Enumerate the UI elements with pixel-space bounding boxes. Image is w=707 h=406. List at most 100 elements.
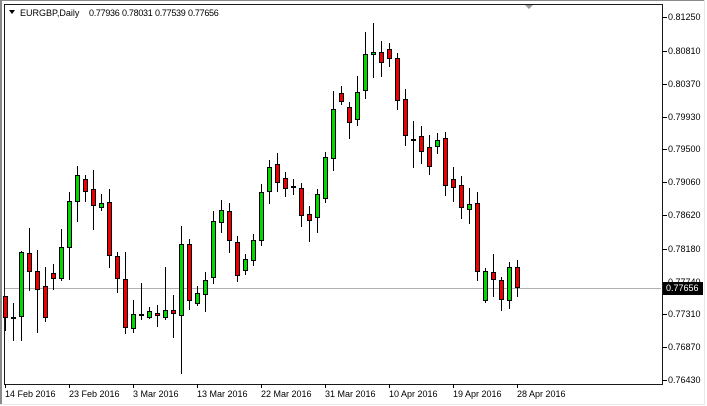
price-tick bbox=[662, 314, 667, 315]
ohlc-low-value: 0.77539 bbox=[155, 8, 186, 18]
window-frame-top bbox=[0, 0, 704, 1]
time-tick bbox=[389, 384, 390, 388]
candle-body-bull bbox=[99, 203, 104, 208]
price-tick-label: 0.76870 bbox=[668, 342, 701, 352]
symbol-dropdown-icon[interactable] bbox=[9, 10, 15, 14]
candle-body-bear bbox=[91, 189, 96, 206]
candle-body-bear bbox=[459, 185, 464, 208]
candle-wick bbox=[173, 295, 174, 338]
window-frame-right bbox=[704, 0, 705, 405]
candle-wick bbox=[373, 23, 374, 78]
time-tick bbox=[325, 384, 326, 388]
candle-body-bear bbox=[419, 136, 424, 152]
time-tick bbox=[197, 384, 198, 388]
candle-body-bull bbox=[355, 92, 360, 120]
price-tick bbox=[662, 17, 667, 18]
time-tick bbox=[453, 384, 454, 388]
candle-body-bear bbox=[411, 139, 416, 141]
candle-body-bear bbox=[283, 178, 288, 189]
current-price-line bbox=[5, 288, 661, 289]
candle-body-bear bbox=[235, 242, 240, 276]
candle-body-bull bbox=[195, 293, 200, 304]
price-tick-label: 0.80370 bbox=[668, 79, 701, 89]
candle-body-bear bbox=[11, 317, 16, 319]
candle-body-bull bbox=[331, 109, 336, 159]
candle-body-bear bbox=[43, 286, 48, 318]
candle-body-bear bbox=[107, 202, 112, 256]
candle-body-bull bbox=[75, 175, 80, 202]
candle-body-bear bbox=[139, 314, 144, 316]
candle-body-bull bbox=[59, 247, 64, 279]
chart-plot-area[interactable] bbox=[4, 4, 663, 385]
price-tick-label: 0.81250 bbox=[668, 12, 701, 22]
candle-wick bbox=[37, 250, 38, 333]
price-tick bbox=[662, 84, 667, 85]
chart-shift-marker-icon[interactable] bbox=[525, 5, 533, 9]
time-tick-label: 3 Mar 2016 bbox=[133, 389, 179, 399]
candle-body-bull bbox=[483, 271, 488, 301]
time-tick bbox=[517, 384, 518, 388]
ohlc-close-value: 0.77656 bbox=[188, 8, 219, 18]
candle-body-bull bbox=[435, 140, 440, 147]
candle-body-bull bbox=[219, 210, 224, 223]
candle-body-bear bbox=[27, 253, 32, 272]
price-tick-label: 0.80810 bbox=[668, 46, 701, 56]
candle-body-bear bbox=[395, 58, 400, 101]
candle-body-bear bbox=[3, 296, 8, 318]
candle-wick bbox=[413, 121, 414, 168]
candle-body-bear bbox=[187, 244, 192, 301]
candle-body-bear bbox=[339, 93, 344, 102]
time-tick bbox=[5, 384, 6, 388]
candle-wick bbox=[13, 303, 14, 341]
candle-wick bbox=[101, 194, 102, 211]
candle-wick bbox=[309, 206, 310, 242]
candle-body-bear bbox=[443, 138, 448, 186]
price-tick-label: 0.79500 bbox=[668, 144, 701, 154]
candle-body-bull bbox=[179, 244, 184, 316]
candle-body-bear bbox=[499, 280, 504, 300]
candle-body-bear bbox=[475, 203, 480, 272]
candle-body-bull bbox=[163, 310, 168, 318]
candle-body-bear bbox=[123, 279, 128, 328]
time-tick-label: 23 Feb 2016 bbox=[69, 389, 120, 399]
price-tick bbox=[662, 249, 667, 250]
candle-body-bull bbox=[315, 194, 320, 218]
candle-body-bear bbox=[35, 271, 40, 290]
current-price-badge: 0.77656 bbox=[663, 282, 703, 295]
candle-wick bbox=[157, 305, 158, 327]
time-tick-label: 19 Apr 2016 bbox=[453, 389, 502, 399]
price-tick-label: 0.79060 bbox=[668, 177, 701, 187]
time-tick-label: 22 Mar 2016 bbox=[261, 389, 312, 399]
candle-body-bull bbox=[203, 280, 208, 295]
time-tick-label: 10 Apr 2016 bbox=[389, 389, 438, 399]
price-tick-label: 0.77310 bbox=[668, 309, 701, 319]
candle-body-bull bbox=[363, 54, 368, 91]
time-tick-label: 28 Apr 2016 bbox=[517, 389, 566, 399]
price-tick bbox=[662, 347, 667, 348]
price-tick bbox=[662, 380, 667, 381]
window-frame-left bbox=[0, 0, 2, 404]
time-tick-label: 31 Mar 2016 bbox=[325, 389, 376, 399]
candle-body-bull bbox=[251, 240, 256, 261]
time-tick bbox=[69, 384, 70, 388]
ohlc-open-value: 0.77936 bbox=[89, 8, 120, 18]
price-tick-label: 0.76430 bbox=[668, 375, 701, 385]
price-tick bbox=[662, 182, 667, 183]
candle-body-bear bbox=[299, 188, 304, 216]
candle-body-bear bbox=[291, 186, 296, 188]
candle-body-bear bbox=[155, 313, 160, 316]
candle-body-bull bbox=[131, 314, 136, 329]
candle-body-bear bbox=[115, 256, 120, 279]
candle-body-bear bbox=[51, 273, 56, 279]
candle-body-bear bbox=[379, 52, 384, 63]
candle-body-bull bbox=[467, 204, 472, 210]
time-tick bbox=[133, 384, 134, 388]
time-tick-label: 14 Feb 2016 bbox=[5, 389, 56, 399]
candle-body-bull bbox=[507, 267, 512, 301]
candle-body-bull bbox=[211, 221, 216, 278]
candle-body-bear bbox=[227, 211, 232, 241]
candle-body-bear bbox=[515, 267, 520, 288]
candle-body-bull bbox=[67, 201, 72, 248]
candle-wick bbox=[141, 283, 142, 320]
price-tick-label: 0.78620 bbox=[668, 210, 701, 220]
